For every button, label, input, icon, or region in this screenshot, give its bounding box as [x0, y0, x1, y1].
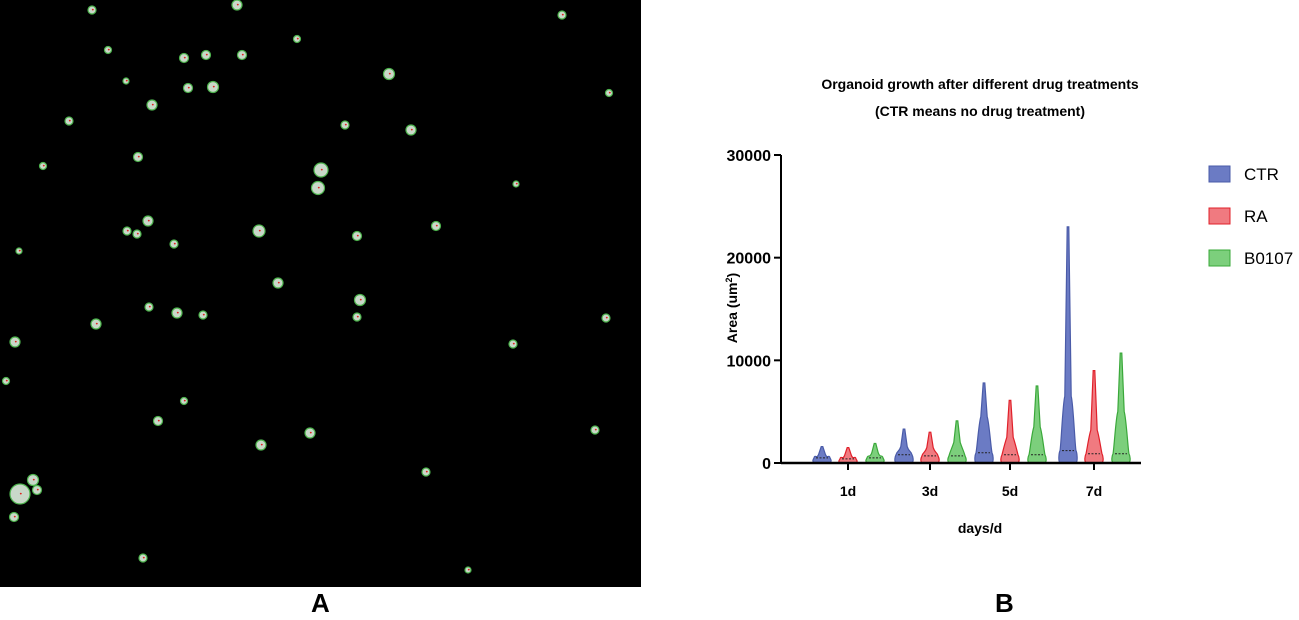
organoid-center-marker [561, 13, 564, 16]
x-tick-label: 3d [922, 483, 938, 499]
y-tick-label: 20000 [727, 251, 772, 268]
violin-ctr-3d [894, 428, 914, 464]
violin-ra-5d [1000, 399, 1020, 464]
organoid-center-marker [157, 419, 160, 422]
organoid-center-marker [183, 56, 186, 59]
organoid-center-marker [202, 313, 205, 316]
y-axis-label-close: ) [724, 273, 740, 278]
organoid-center-marker [320, 168, 323, 171]
x-tick-label: 1d [840, 483, 856, 499]
organoid-center-marker [212, 85, 215, 88]
organoid-center-marker [19, 492, 22, 495]
organoid-center-marker [18, 249, 21, 252]
x-axis-label: days/d [958, 520, 1002, 536]
chart-title-line2: (CTR means no drug treatment) [875, 103, 1085, 119]
organoid-center-marker [410, 128, 413, 131]
organoid-center-marker [467, 568, 470, 571]
organoid-center-marker [356, 234, 359, 237]
y-tick-label: 0 [762, 456, 771, 473]
violin-ctr-5d [974, 382, 994, 464]
x-tick-label: 5d [1002, 483, 1018, 499]
violin-ra-1d [838, 447, 858, 464]
panel-label-a: A [311, 588, 330, 618]
organoid-center-marker [32, 478, 35, 481]
organoid-center-marker [42, 164, 45, 167]
violin-ctr-7d [1058, 226, 1078, 464]
organoid-center-marker [5, 379, 8, 382]
legend-swatch-b0107 [1208, 249, 1231, 267]
organoid-center-marker [388, 72, 391, 75]
organoid-center-marker [241, 53, 244, 56]
organoid-center-marker [515, 182, 518, 185]
organoid-center-marker [126, 229, 129, 232]
violin-chart-panel: Organoid growth after different drug tre… [641, 0, 1299, 587]
organoid-center-marker [95, 322, 98, 325]
y-tick-label: 10000 [727, 353, 772, 370]
organoid-center-marker [317, 186, 320, 189]
organoid-center-marker [36, 488, 39, 491]
y-axis-label-sup: 2 [724, 277, 734, 282]
organoid-center-marker [107, 48, 110, 51]
organoid-center-marker [148, 305, 151, 308]
organoid-center-marker [137, 155, 140, 158]
organoid-center-marker [125, 79, 128, 82]
legend-label-ra: RA [1244, 207, 1268, 226]
organoid-center-marker [344, 123, 347, 126]
violin-b0107-3d [947, 420, 967, 464]
violin-b0107-7d [1111, 352, 1131, 464]
organoid-center-marker [147, 219, 150, 222]
organoid-image-panel [0, 0, 641, 587]
organoid-center-marker [142, 556, 145, 559]
organoid-center-marker [14, 340, 17, 343]
organoid-center-marker [512, 342, 515, 345]
organoid-center-marker [205, 53, 208, 56]
violin-ctr-1d [812, 445, 832, 464]
organoid-center-marker [91, 8, 94, 11]
legend-label-b0107: B0107 [1244, 249, 1293, 268]
organoid-center-marker [176, 311, 179, 314]
organoid-center-marker [594, 428, 597, 431]
violin-b0107-5d [1027, 385, 1047, 464]
organoid-center-marker [356, 315, 359, 318]
organoid-center-marker [260, 443, 263, 446]
panel-label-b: B [995, 588, 1014, 618]
x-tick-label: 7d [1086, 483, 1102, 499]
y-tick-label: 30000 [727, 148, 772, 165]
organoid-center-marker [187, 86, 190, 89]
violin-ra-7d [1084, 370, 1104, 464]
organoid-center-marker [151, 103, 154, 106]
organoid-center-marker [183, 399, 186, 402]
violin-ra-3d [920, 431, 940, 464]
violin-b0107-1d [865, 442, 885, 464]
y-axis-label-main: Area (um [724, 283, 740, 344]
violin-chart: Organoid growth after different drug tre… [724, 76, 1293, 536]
organoid-center-marker [258, 229, 261, 232]
organoid-center-marker [277, 281, 280, 284]
organoid-center-marker [425, 470, 428, 473]
organoid-center-marker [13, 515, 16, 518]
organoid-center-marker [359, 298, 362, 301]
legend-swatch-ctr [1208, 165, 1231, 183]
organoid-center-marker [236, 3, 239, 6]
organoid-center-marker [435, 224, 438, 227]
organoid-center-marker [608, 91, 611, 94]
legend-label-ctr: CTR [1244, 165, 1279, 184]
y-axis-label: Area (um2) [724, 273, 740, 343]
organoid-center-marker [309, 431, 312, 434]
legend-swatch-ra [1208, 207, 1231, 225]
organoid-center-marker [136, 232, 139, 235]
chart-title-line1: Organoid growth after different drug tre… [821, 76, 1139, 92]
organoid-micrograph [1, 0, 614, 574]
organoid-center-marker [68, 119, 71, 122]
organoid-center-marker [605, 316, 608, 319]
organoid-center-marker [296, 37, 299, 40]
organoid-center-marker [173, 242, 176, 245]
